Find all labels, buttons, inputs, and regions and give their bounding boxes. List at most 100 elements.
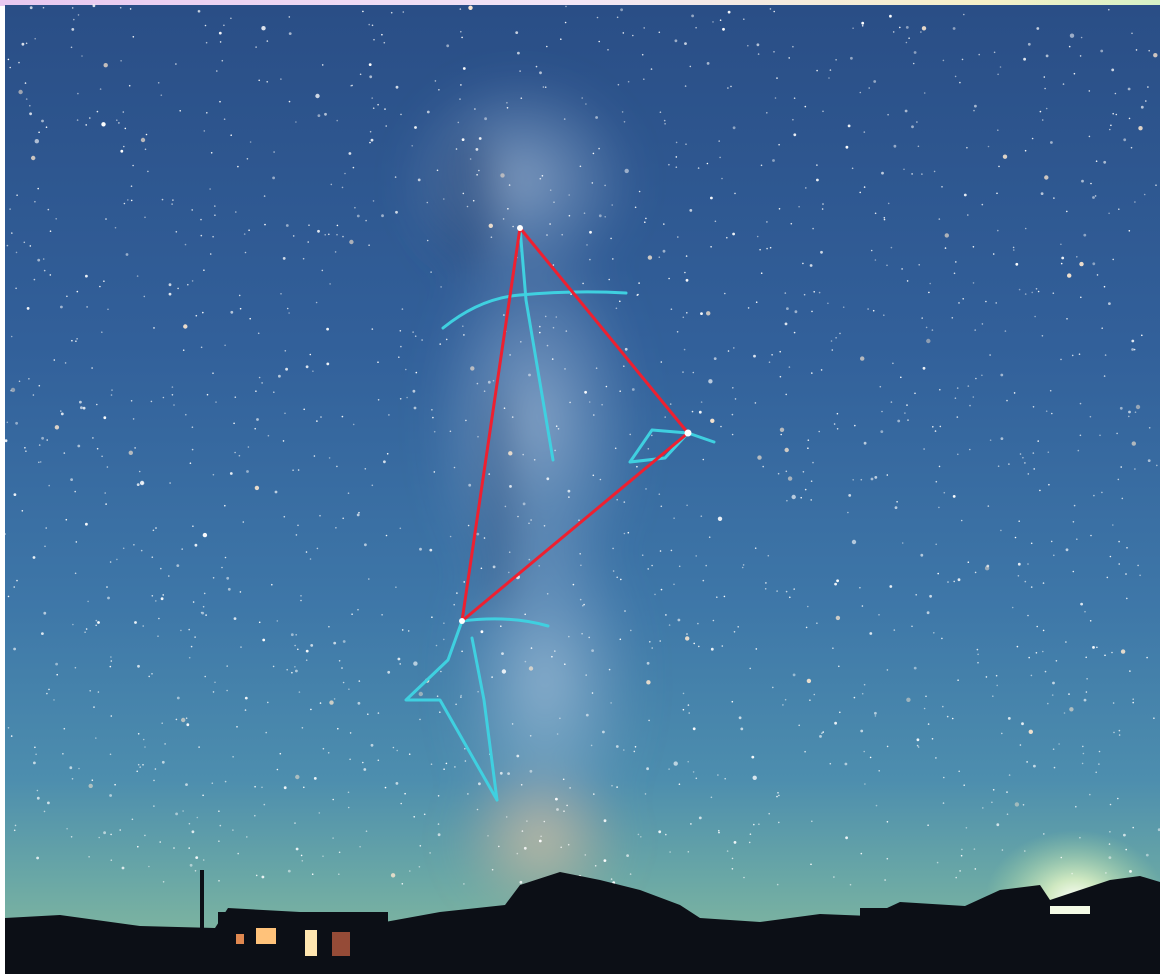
star [835, 59, 837, 61]
star [864, 131, 866, 133]
star [1122, 498, 1124, 500]
star [570, 293, 572, 295]
star [926, 339, 930, 343]
star [914, 667, 917, 670]
star [586, 244, 588, 246]
star [861, 22, 864, 25]
star [506, 816, 508, 818]
star [391, 873, 395, 877]
star [589, 231, 592, 234]
star [761, 272, 763, 274]
star [1037, 440, 1039, 442]
star [14, 493, 17, 496]
star [1031, 675, 1033, 677]
star [38, 462, 40, 464]
star [357, 215, 360, 218]
star [881, 172, 884, 175]
star [285, 368, 288, 371]
star [481, 630, 484, 633]
star [509, 551, 511, 553]
star [821, 369, 823, 371]
star [952, 317, 954, 319]
star [661, 361, 663, 363]
star [295, 775, 299, 779]
star [988, 146, 990, 148]
star [1110, 804, 1112, 806]
star [291, 633, 294, 636]
star [310, 644, 313, 647]
pole [200, 870, 204, 930]
star [265, 732, 267, 734]
star [620, 579, 622, 581]
star [589, 259, 591, 261]
star [147, 171, 149, 173]
star [648, 255, 652, 259]
star [331, 184, 333, 186]
star [967, 214, 969, 216]
star [131, 185, 133, 187]
star [144, 217, 146, 219]
star [46, 126, 48, 128]
star [287, 308, 289, 310]
star [1067, 273, 1071, 277]
star [189, 657, 191, 659]
star [463, 334, 465, 336]
star [1112, 524, 1114, 526]
star [1146, 854, 1149, 857]
star [686, 255, 688, 257]
star [359, 846, 361, 848]
star [1047, 703, 1049, 705]
star [593, 414, 595, 416]
star [864, 442, 867, 445]
star [1131, 340, 1134, 343]
star [1110, 556, 1112, 558]
star [77, 119, 79, 121]
star [757, 236, 759, 238]
star [934, 171, 936, 173]
star [99, 286, 101, 288]
deneb [517, 225, 523, 231]
star [642, 54, 644, 56]
star [237, 166, 239, 168]
star [507, 772, 510, 775]
star [395, 176, 397, 178]
star [206, 42, 208, 44]
star [1144, 194, 1146, 196]
star [915, 594, 917, 596]
star [96, 620, 98, 622]
star [893, 31, 895, 33]
star [977, 662, 979, 664]
star [1129, 230, 1131, 232]
star [887, 669, 889, 671]
star [1034, 316, 1036, 318]
star [477, 383, 479, 385]
star [119, 829, 121, 831]
star [1031, 292, 1033, 294]
star [240, 646, 242, 648]
star [589, 401, 591, 403]
star [953, 495, 956, 498]
star [363, 768, 366, 771]
star [1069, 707, 1073, 711]
star [1060, 359, 1062, 361]
star [626, 854, 629, 857]
star [778, 473, 780, 475]
star [1153, 53, 1157, 57]
star [1097, 274, 1099, 276]
star [254, 815, 256, 817]
star [357, 609, 359, 611]
star [1066, 211, 1068, 213]
star [1000, 530, 1002, 532]
star [969, 405, 971, 407]
star [1025, 228, 1027, 230]
star [945, 247, 947, 249]
star [19, 381, 21, 383]
star [1025, 581, 1027, 583]
star [163, 397, 165, 399]
star [368, 24, 370, 26]
star [400, 398, 402, 400]
star [413, 661, 417, 665]
star [367, 713, 369, 715]
star [832, 647, 834, 649]
star [256, 418, 259, 421]
